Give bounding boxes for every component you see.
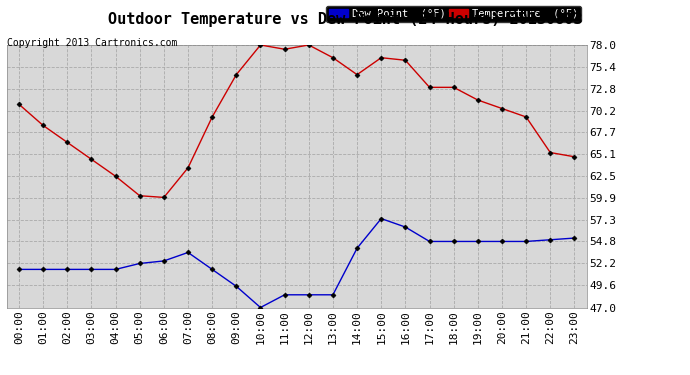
Legend: Dew Point  (°F), Temperature  (°F): Dew Point (°F), Temperature (°F) [326, 6, 581, 22]
Text: Copyright 2013 Cartronics.com: Copyright 2013 Cartronics.com [7, 38, 177, 48]
Text: Outdoor Temperature vs Dew Point (24 Hours) 20130803: Outdoor Temperature vs Dew Point (24 Hou… [108, 11, 582, 27]
